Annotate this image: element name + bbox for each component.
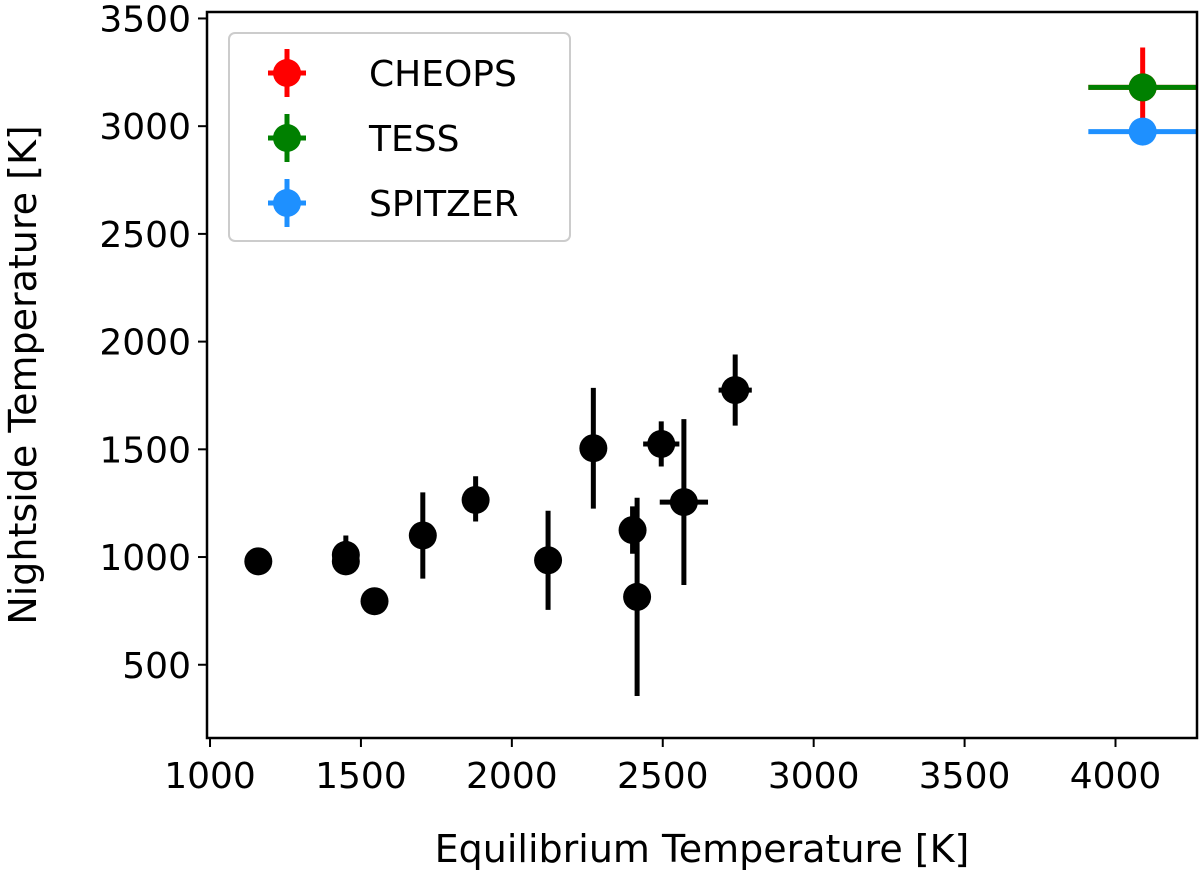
data-point (1128, 117, 1157, 146)
series-tess (1088, 73, 1197, 102)
plot-frame (205, 10, 1199, 740)
y-tick-label: 1500 (99, 430, 191, 471)
data-point (623, 582, 652, 611)
data-point (647, 429, 676, 458)
y-axis: 500 1000 1500 2000 2500 3000 3500 (99, 0, 207, 687)
legend-label: SPITZER (369, 184, 519, 225)
data-point (534, 546, 563, 575)
data-point (721, 376, 750, 405)
data-point (331, 540, 360, 569)
legend-label: TESS (368, 119, 459, 160)
data-point (461, 485, 490, 514)
plot-layer (244, 47, 1197, 696)
data-point (618, 516, 647, 545)
legend-label: CHEOPS (369, 54, 517, 95)
series-spitzer (1088, 117, 1197, 146)
y-axis-label: Nightside Temperature [K] (1, 125, 45, 624)
x-axis-label: Equilibrium Temperature [K] (435, 827, 970, 871)
y-tick-label: 3000 (99, 107, 191, 148)
x-tick-label: 4000 (1070, 756, 1162, 797)
x-tick-label: 3000 (768, 756, 860, 797)
data-point (579, 434, 608, 463)
data-point (244, 547, 273, 576)
legend: CHEOPS TESS SPITZER (228, 32, 571, 242)
legend-marker (273, 124, 301, 152)
y-tick-label: 1000 (99, 538, 191, 579)
x-axis: 1000 1500 2000 2500 3000 3500 4000 (164, 738, 1161, 797)
data-point (1128, 73, 1157, 102)
x-tick-label: 2500 (617, 756, 709, 797)
y-tick-label: 3500 (99, 0, 191, 40)
x-tick-label: 3500 (919, 756, 1011, 797)
data-point (408, 521, 437, 550)
y-tick-label: 500 (122, 646, 191, 687)
x-tick-label: 1500 (315, 756, 407, 797)
x-tick-label: 2000 (466, 756, 558, 797)
series-literature (244, 354, 752, 696)
legend-marker (273, 189, 301, 217)
legend-marker (273, 59, 301, 87)
data-point (360, 587, 389, 616)
data-point (669, 488, 698, 517)
y-tick-label: 2500 (99, 215, 191, 256)
y-tick-label: 2000 (99, 323, 191, 364)
legend-box (228, 32, 571, 242)
x-tick-label: 1000 (164, 756, 256, 797)
